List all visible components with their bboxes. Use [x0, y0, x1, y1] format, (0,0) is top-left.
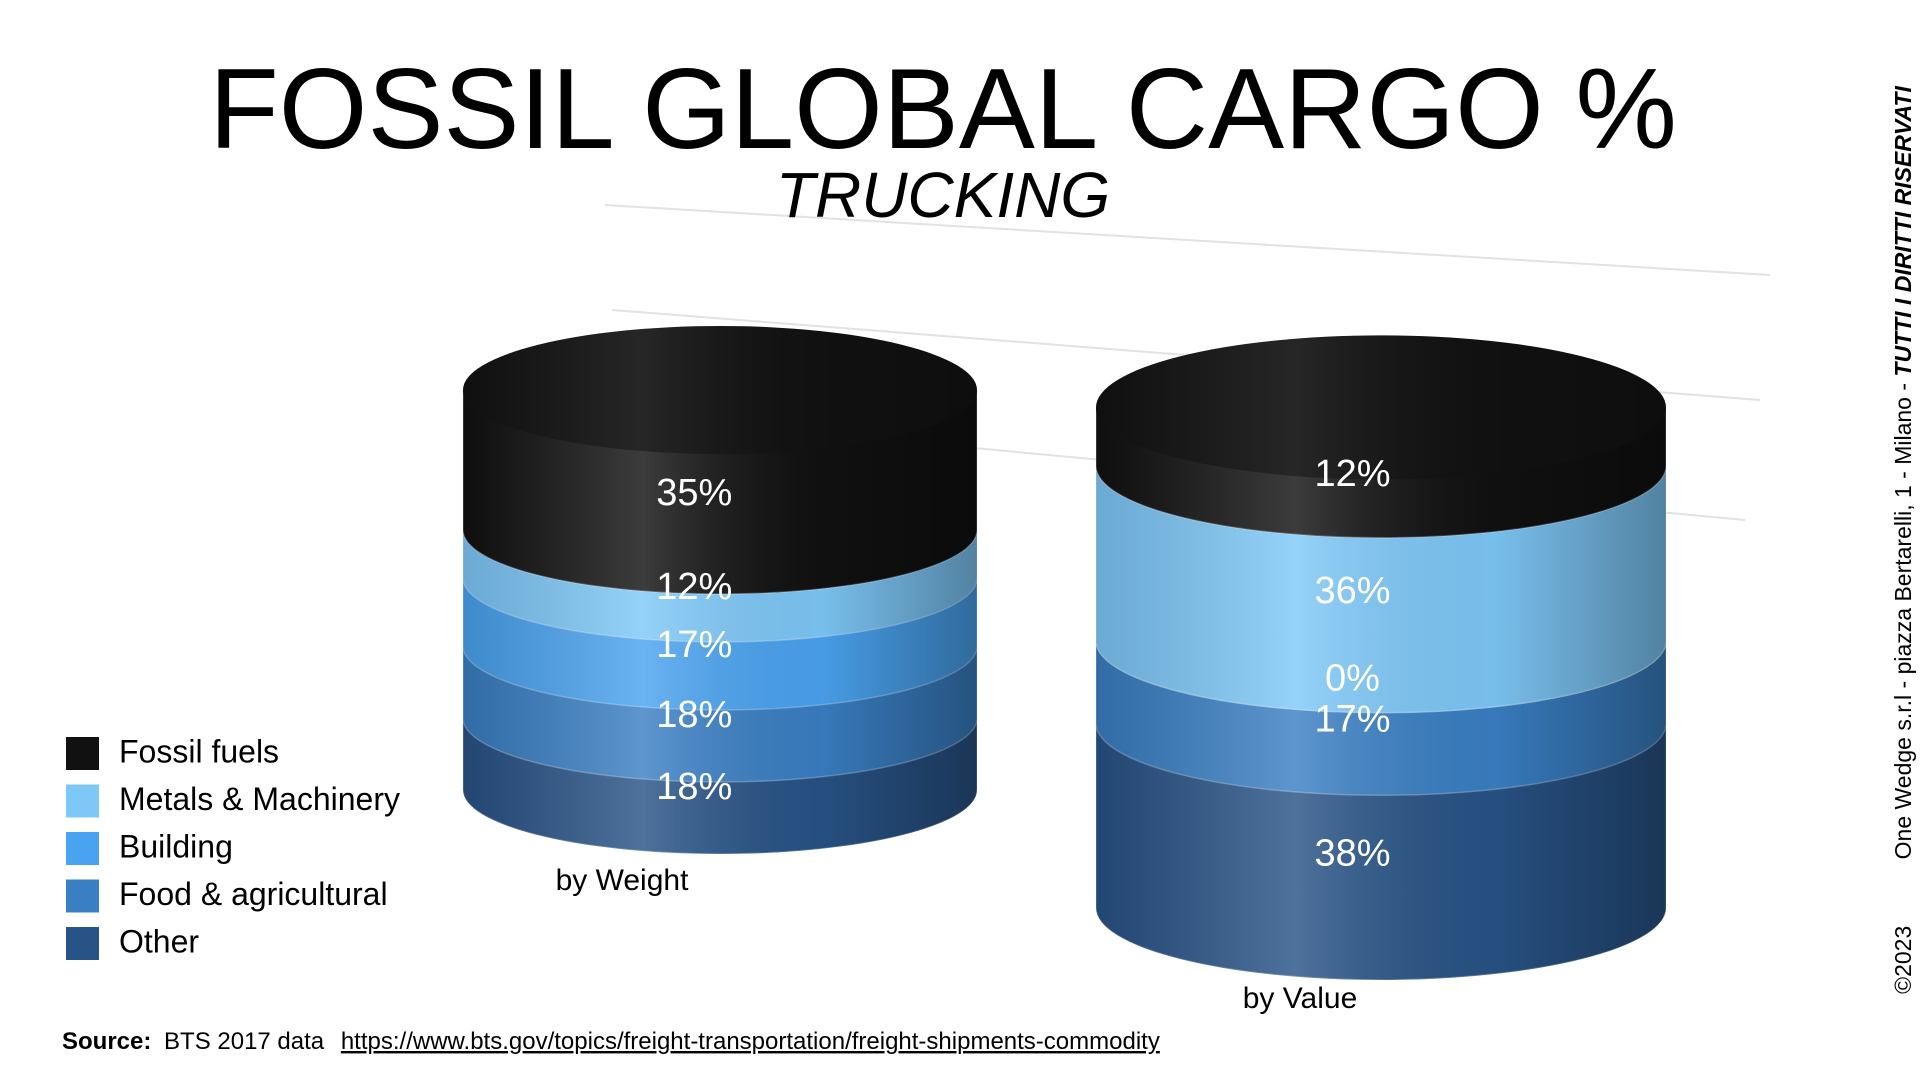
- chart-subtitle: TRUCKING: [776, 159, 1110, 231]
- rights: TUTTI I DIRITTI RISERVATI: [1890, 86, 1916, 377]
- category-label: by Value: [1243, 982, 1358, 1015]
- cylinder-top-shine: [1096, 335, 1666, 480]
- legend-label: Food & agricultural: [119, 876, 388, 912]
- category-label: by Weight: [556, 864, 690, 897]
- value-label: 12%: [1314, 453, 1390, 495]
- address: One Wedge s.r.l - piazza Bertarelli, 1 -…: [1890, 377, 1916, 860]
- legend-label: Other: [119, 923, 199, 959]
- copyright: ©2023: [1890, 926, 1916, 994]
- chart-title: FOSSIL GLOBAL CARGO %: [209, 46, 1677, 173]
- source-url[interactable]: https://www.bts.gov/topics/freight-trans…: [341, 1028, 1160, 1055]
- value-label: 17%: [1314, 699, 1390, 741]
- value-label: 18%: [656, 766, 732, 808]
- value-label: 35%: [656, 472, 732, 514]
- value-label: 38%: [1314, 832, 1390, 874]
- segment-shade: [1096, 723, 1666, 980]
- source-label: Source:: [62, 1028, 151, 1055]
- legend-swatch: [66, 927, 99, 960]
- legend-swatch: [66, 784, 99, 818]
- legend-label: Building: [119, 828, 233, 864]
- legend-label: Metals & Machinery: [119, 781, 400, 817]
- legend-label: Fossil fuels: [119, 733, 279, 769]
- value-label: 17%: [656, 624, 732, 666]
- value-label: 0%: [1325, 657, 1380, 699]
- value-label: 36%: [1314, 570, 1390, 612]
- legend-swatch: [66, 832, 99, 865]
- legend-swatch: [66, 737, 99, 770]
- cylinder-top-shine: [463, 326, 977, 454]
- source-text: BTS 2017 data: [164, 1028, 325, 1055]
- value-label: 12%: [656, 566, 732, 608]
- source: Source: BTS 2017 data https://www.bts.go…: [62, 1028, 1160, 1055]
- value-label: 18%: [656, 694, 732, 736]
- credits: ©2023 One Wedge s.r.l - piazza Bertarell…: [1890, 86, 1916, 994]
- plot: 18%18%17%12%35%by Weight38%17%0%36%12%by…: [66, 326, 1667, 1015]
- legend-swatch: [66, 879, 99, 913]
